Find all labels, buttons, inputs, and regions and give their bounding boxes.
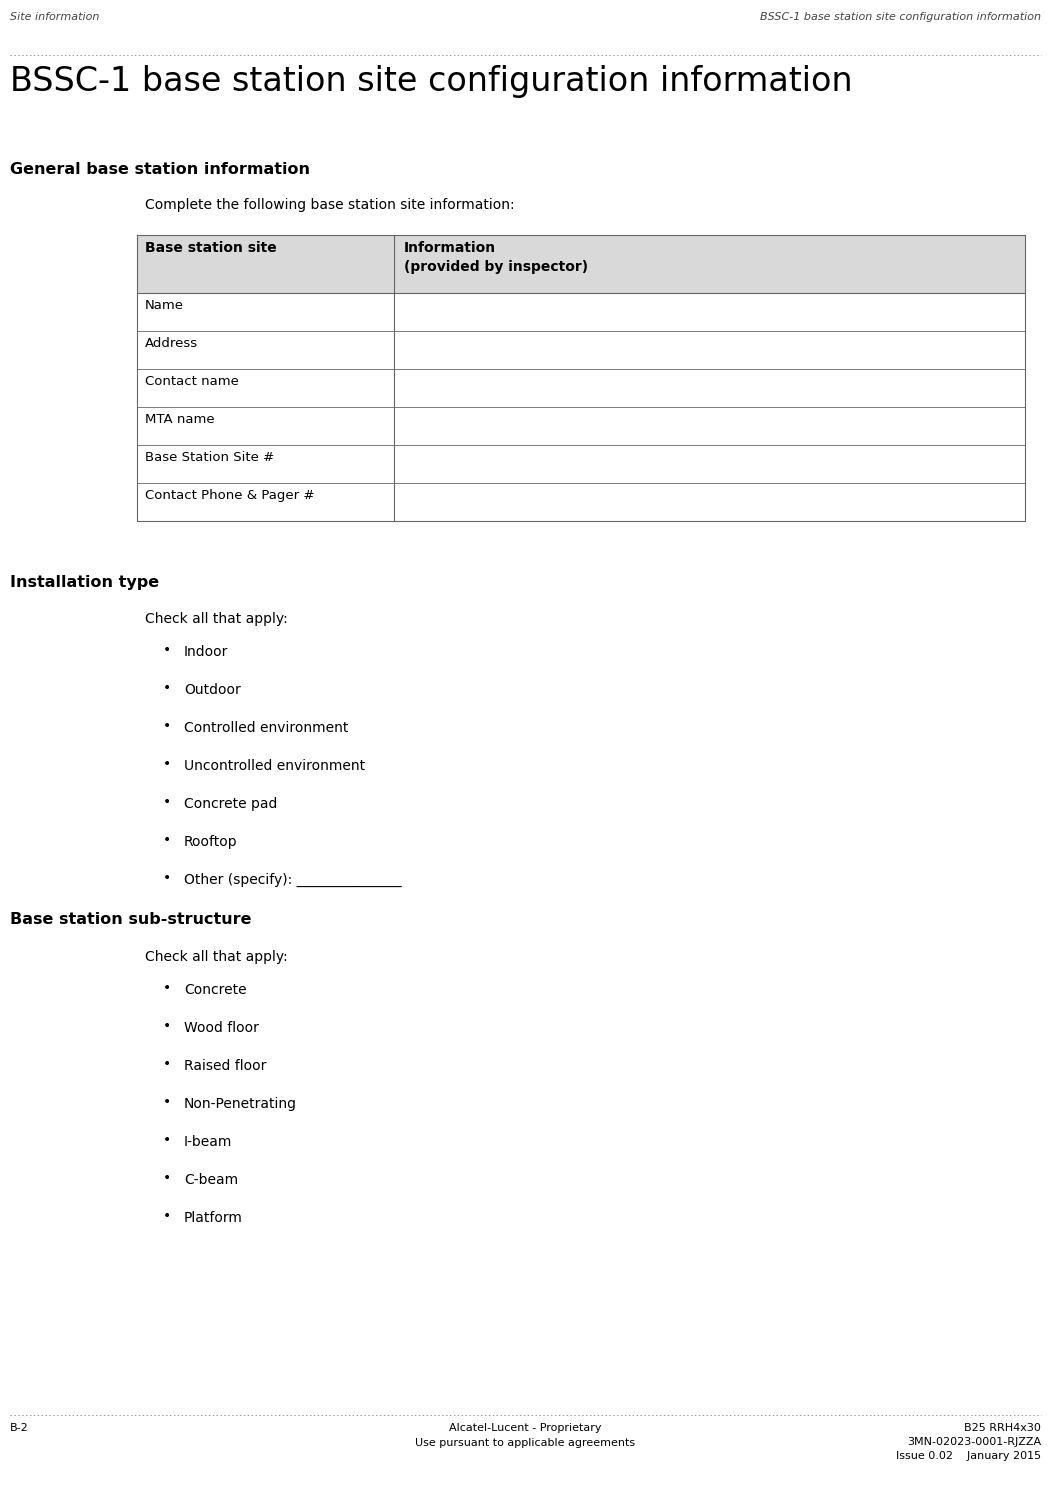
Text: •: • xyxy=(163,872,171,885)
Text: •: • xyxy=(163,644,171,657)
Text: Check all that apply:: Check all that apply: xyxy=(145,612,288,626)
Text: Address: Address xyxy=(145,337,198,350)
Text: Rooftop: Rooftop xyxy=(184,834,238,849)
Text: Contact Phone & Pager #: Contact Phone & Pager # xyxy=(145,489,314,502)
Text: •: • xyxy=(163,980,171,995)
Text: •: • xyxy=(163,681,171,694)
Text: Check all that apply:: Check all that apply: xyxy=(145,951,288,964)
Text: •: • xyxy=(163,1208,171,1223)
Text: Alcatel-Lucent - Proprietary
Use pursuant to applicable agreements: Alcatel-Lucent - Proprietary Use pursuan… xyxy=(415,1423,635,1448)
Text: •: • xyxy=(163,1019,171,1033)
Text: Name: Name xyxy=(145,299,184,311)
Text: •: • xyxy=(163,1132,171,1147)
Text: Base Station Site #: Base Station Site # xyxy=(145,451,274,463)
Text: Platform: Platform xyxy=(184,1211,243,1225)
Text: Controlled environment: Controlled environment xyxy=(184,721,348,735)
Text: C-beam: C-beam xyxy=(184,1173,238,1188)
Text: Site information: Site information xyxy=(11,12,100,22)
Text: Information
(provided by inspector): Information (provided by inspector) xyxy=(405,241,589,274)
Bar xyxy=(137,235,1025,294)
Text: MTA name: MTA name xyxy=(145,413,214,426)
Text: Contact name: Contact name xyxy=(145,375,239,387)
Text: General base station information: General base station information xyxy=(11,162,310,177)
Text: B-2: B-2 xyxy=(11,1423,28,1433)
Text: Base station site: Base station site xyxy=(145,241,276,255)
Text: •: • xyxy=(163,720,171,733)
Text: •: • xyxy=(163,833,171,846)
Text: Complete the following base station site information:: Complete the following base station site… xyxy=(145,198,515,212)
Text: I-beam: I-beam xyxy=(184,1135,232,1149)
Text: •: • xyxy=(163,757,171,770)
Text: Uncontrolled environment: Uncontrolled environment xyxy=(184,758,365,773)
Text: Installation type: Installation type xyxy=(11,575,159,590)
Text: Concrete pad: Concrete pad xyxy=(184,797,277,811)
Text: •: • xyxy=(163,1095,171,1109)
Text: BSSC-1 base station site configuration information: BSSC-1 base station site configuration i… xyxy=(11,66,852,98)
Text: Non-Penetrating: Non-Penetrating xyxy=(184,1097,297,1112)
Text: Outdoor: Outdoor xyxy=(184,682,241,697)
Text: Raised floor: Raised floor xyxy=(184,1059,266,1073)
Text: BSSC-1 base station site configuration information: BSSC-1 base station site configuration i… xyxy=(760,12,1040,22)
Text: •: • xyxy=(163,1056,171,1071)
Text: •: • xyxy=(163,1171,171,1185)
Text: Wood floor: Wood floor xyxy=(184,1021,259,1036)
Text: •: • xyxy=(163,796,171,809)
Text: Concrete: Concrete xyxy=(184,983,247,997)
Text: B25 RRH4x30
3MN-02023-0001-RJZZA
Issue 0.02    January 2015: B25 RRH4x30 3MN-02023-0001-RJZZA Issue 0… xyxy=(895,1423,1040,1462)
Text: Other (specify): _______________: Other (specify): _______________ xyxy=(184,873,401,887)
Text: Base station sub-structure: Base station sub-structure xyxy=(11,912,251,927)
Text: Indoor: Indoor xyxy=(184,645,228,659)
